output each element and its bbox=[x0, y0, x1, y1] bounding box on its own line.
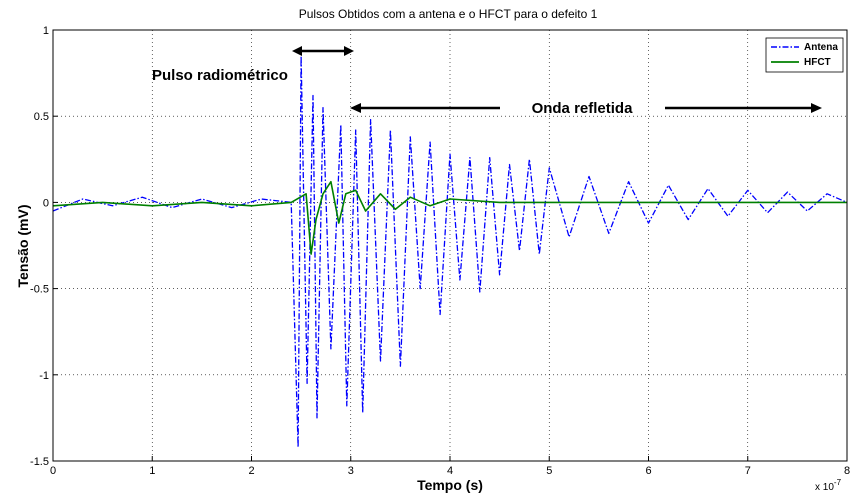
x-tick-label: 0 bbox=[50, 465, 56, 477]
legend-label-antena: Antena bbox=[804, 42, 838, 53]
x-tick-label: 5 bbox=[546, 465, 552, 477]
series-group bbox=[52, 55, 848, 448]
y-tick-label: -1 bbox=[39, 370, 49, 382]
x-exponent-base: x 10 bbox=[815, 482, 834, 493]
series-line-hfct bbox=[52, 180, 847, 255]
x-tick-label: 6 bbox=[645, 465, 651, 477]
x-tick-label: 3 bbox=[348, 465, 354, 477]
y-axis-label: Tensão (mV) bbox=[15, 205, 31, 288]
reflected-annotation: Onda refletida bbox=[532, 100, 634, 117]
x-tick-label: 7 bbox=[745, 465, 751, 477]
y-tick-label: -0.5 bbox=[30, 284, 49, 296]
legend: Antena HFCT bbox=[765, 37, 844, 73]
y-tick-label: 0 bbox=[43, 197, 49, 209]
series-line-antena bbox=[52, 55, 848, 448]
pulse-arrow bbox=[292, 46, 354, 56]
legend-box bbox=[765, 37, 844, 73]
chart-title: Pulsos Obtidos com a antena e o HFCT par… bbox=[299, 7, 598, 21]
legend-label-hfct: HFCT bbox=[804, 57, 831, 68]
ticks: 0 1 2 3 4 5 6 7 8 -1.5 -1 -0.5 0 0.5 1 bbox=[30, 25, 850, 477]
x-axis-label: Tempo (s) bbox=[417, 477, 483, 493]
reflected-arrow bbox=[350, 103, 822, 113]
x-tick-label: 2 bbox=[248, 465, 254, 477]
y-tick-label: 1 bbox=[43, 25, 49, 37]
y-tick-label: -1.5 bbox=[30, 456, 49, 468]
x-tick-label: 1 bbox=[149, 465, 155, 477]
x-exponent-label: x 10-7 bbox=[815, 478, 842, 493]
x-tick-label: 4 bbox=[447, 465, 453, 477]
y-tick-label: 0.5 bbox=[34, 111, 49, 123]
pulse-annotation: Pulso radiométrico bbox=[152, 67, 288, 84]
x-exponent-power: -7 bbox=[834, 478, 842, 487]
x-tick-label: 8 bbox=[844, 465, 850, 477]
